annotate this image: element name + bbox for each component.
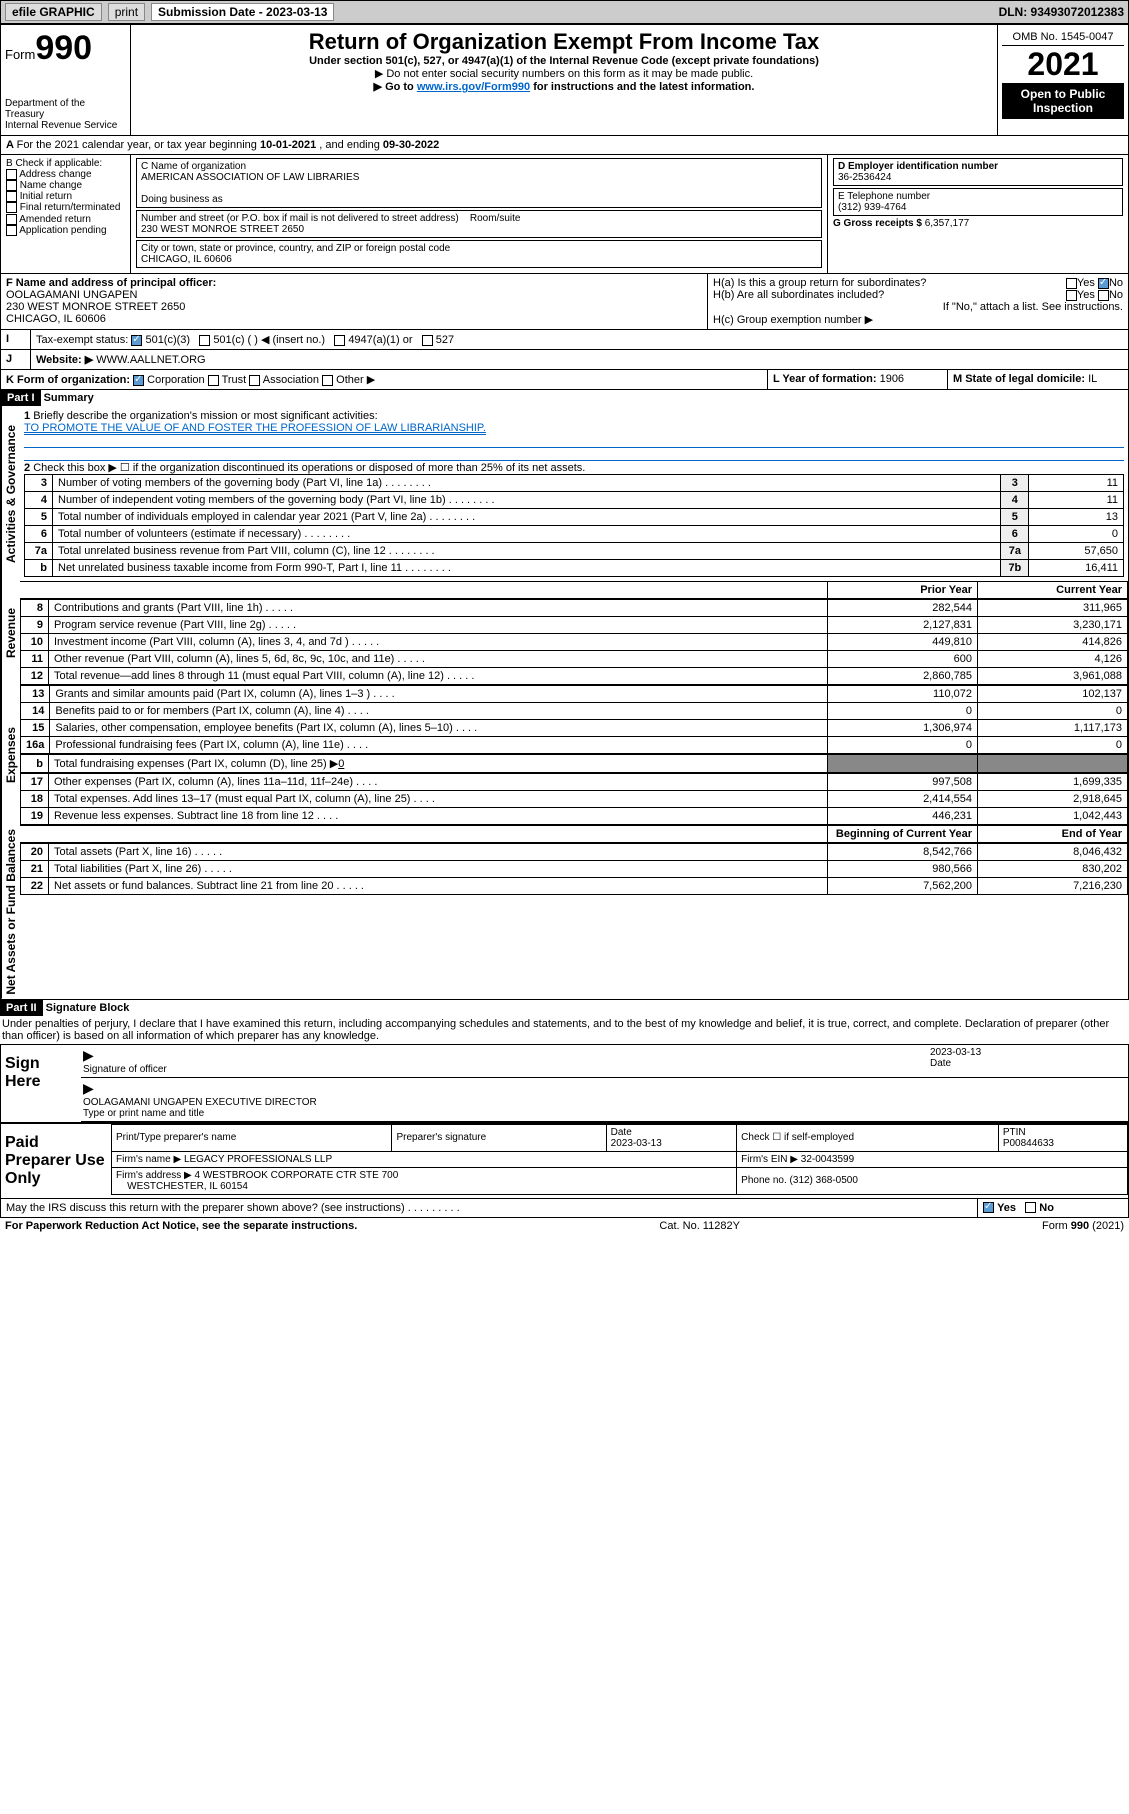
part-2: Part II Signature Block Under penalties …	[0, 1000, 1129, 1123]
dln-label: DLN: 93493072012383	[999, 5, 1124, 19]
amended-return-checkbox[interactable]	[6, 214, 17, 225]
org-address: 230 WEST MONROE STREET 2650	[141, 224, 817, 235]
form-label: Form	[5, 47, 35, 62]
phone-value: (312) 939-4764	[838, 202, 1118, 213]
section-f-h: F Name and address of principal officer:…	[0, 274, 1129, 330]
section-k-l-m: K Form of organization: Corporation Trus…	[0, 370, 1129, 390]
501c3-checkbox[interactable]	[131, 335, 142, 346]
irs-label: Internal Revenue Service	[5, 120, 126, 131]
omb-number: OMB No. 1545-0047	[1002, 29, 1124, 46]
period-row: A For the 2021 calendar year, or tax yea…	[0, 136, 1129, 155]
page-footer: For Paperwork Reduction Act Notice, see …	[0, 1218, 1129, 1234]
top-toolbar: efile GRAPHIC print Submission Date - 20…	[0, 0, 1129, 24]
name-change-checkbox[interactable]	[6, 180, 17, 191]
open-public-badge: Open to Public Inspection	[1002, 83, 1124, 119]
cat-number: Cat. No. 11282Y	[659, 1220, 740, 1232]
paid-preparer-label: Paid Preparer Use Only	[1, 1124, 111, 1198]
form-id-cell: Form990 Department of the Treasury Inter…	[1, 25, 131, 135]
vlabel-exp: Expenses	[1, 685, 20, 825]
part2-header: Part II	[0, 1000, 43, 1016]
year-formation: 1906	[880, 373, 904, 385]
firm-address: 4 WESTBROOK CORPORATE CTR STE 700	[195, 1170, 399, 1181]
501c-checkbox[interactable]	[199, 335, 210, 346]
mission-text: TO PROMOTE THE VALUE OF AND FOSTER THE P…	[24, 422, 486, 434]
sign-here-label: Sign Here	[1, 1045, 81, 1122]
state-domicile: IL	[1088, 373, 1097, 385]
ha-yes-checkbox[interactable]	[1066, 278, 1077, 289]
section-j: J Website: ▶ WWW.AALLNET.ORG	[0, 350, 1129, 370]
year-cell: OMB No. 1545-0047 2021 Open to Public In…	[998, 25, 1128, 135]
print-button[interactable]: print	[108, 3, 145, 21]
paid-preparer: Paid Preparer Use Only Print/Type prepar…	[0, 1123, 1129, 1199]
ein-value: 36-2536424	[838, 172, 1118, 183]
form-header: Form990 Department of the Treasury Inter…	[0, 24, 1129, 136]
assoc-checkbox[interactable]	[249, 375, 260, 386]
other-checkbox[interactable]	[322, 375, 333, 386]
discuss-row: May the IRS discuss this return with the…	[0, 1199, 1129, 1218]
website-value: WWW.AALLNET.ORG	[96, 354, 205, 366]
discuss-yes-checkbox[interactable]	[983, 1202, 994, 1213]
firm-name: LEGACY PROFESSIONALS LLP	[184, 1154, 332, 1165]
officer-name: OOLAGAMANI UNGAPEN	[6, 289, 137, 301]
discuss-no-checkbox[interactable]	[1025, 1202, 1036, 1213]
app-pending-checkbox[interactable]	[6, 225, 17, 236]
sign-block: Sign Here ▶Signature of officer2023-03-1…	[0, 1044, 1129, 1123]
section-b-c-d: B Check if applicable: Address change Na…	[0, 155, 1129, 274]
form-number: 990	[35, 29, 92, 67]
addr-change-checkbox[interactable]	[6, 169, 17, 180]
ptin-value: P00844633	[1003, 1138, 1054, 1149]
part1-header: Part I	[1, 390, 41, 406]
firm-ein: 32-0043599	[801, 1154, 854, 1165]
dept-label: Department of the Treasury	[5, 98, 126, 120]
instructions-link[interactable]: www.irs.gov/Form990	[417, 81, 530, 93]
pra-notice: For Paperwork Reduction Act Notice, see …	[5, 1220, 357, 1232]
hb-no-checkbox[interactable]	[1098, 290, 1109, 301]
declaration-text: Under penalties of perjury, I declare th…	[0, 1016, 1129, 1044]
4947-checkbox[interactable]	[334, 335, 345, 346]
officer-typed-name: OOLAGAMANI UNGAPEN EXECUTIVE DIRECTOR	[83, 1097, 317, 1108]
hb-yes-checkbox[interactable]	[1066, 290, 1077, 301]
title-cell: Return of Organization Exempt From Incom…	[131, 25, 998, 135]
efile-label: efile GRAPHIC	[5, 3, 102, 21]
box-d-e-g: D Employer identification number36-25364…	[828, 155, 1128, 273]
corp-checkbox[interactable]	[133, 375, 144, 386]
vlabel-na: Net Assets or Fund Balances	[1, 825, 20, 999]
section-i: I Tax-exempt status: 501(c)(3) 501(c) ( …	[0, 330, 1129, 350]
form-title: Return of Organization Exempt From Incom…	[135, 29, 993, 55]
part-1: Part I Summary Activities & Governance 1…	[0, 390, 1129, 1000]
form-footer-label: Form 990 (2021)	[1042, 1220, 1124, 1232]
box-c: C Name of organizationAMERICAN ASSOCIATI…	[131, 155, 828, 273]
subtitle-2: ▶ Do not enter social security numbers o…	[135, 67, 993, 80]
trust-checkbox[interactable]	[208, 375, 219, 386]
tax-year: 2021	[1002, 46, 1124, 83]
527-checkbox[interactable]	[422, 335, 433, 346]
vlabel-rev: Revenue	[1, 581, 20, 685]
initial-return-checkbox[interactable]	[6, 191, 17, 202]
final-return-checkbox[interactable]	[6, 202, 17, 213]
box-b: B Check if applicable: Address change Na…	[1, 155, 131, 273]
org-name: AMERICAN ASSOCIATION OF LAW LIBRARIES	[141, 172, 817, 183]
org-city: CHICAGO, IL 60606	[141, 254, 817, 265]
gross-receipts: 6,357,177	[925, 218, 970, 229]
ha-no-checkbox[interactable]	[1098, 278, 1109, 289]
subtitle-1: Under section 501(c), 527, or 4947(a)(1)…	[309, 55, 819, 67]
firm-phone: (312) 368-0500	[790, 1175, 858, 1186]
submission-date: Submission Date - 2023-03-13	[151, 3, 334, 21]
vlabel-ag: Activities & Governance	[1, 406, 20, 581]
